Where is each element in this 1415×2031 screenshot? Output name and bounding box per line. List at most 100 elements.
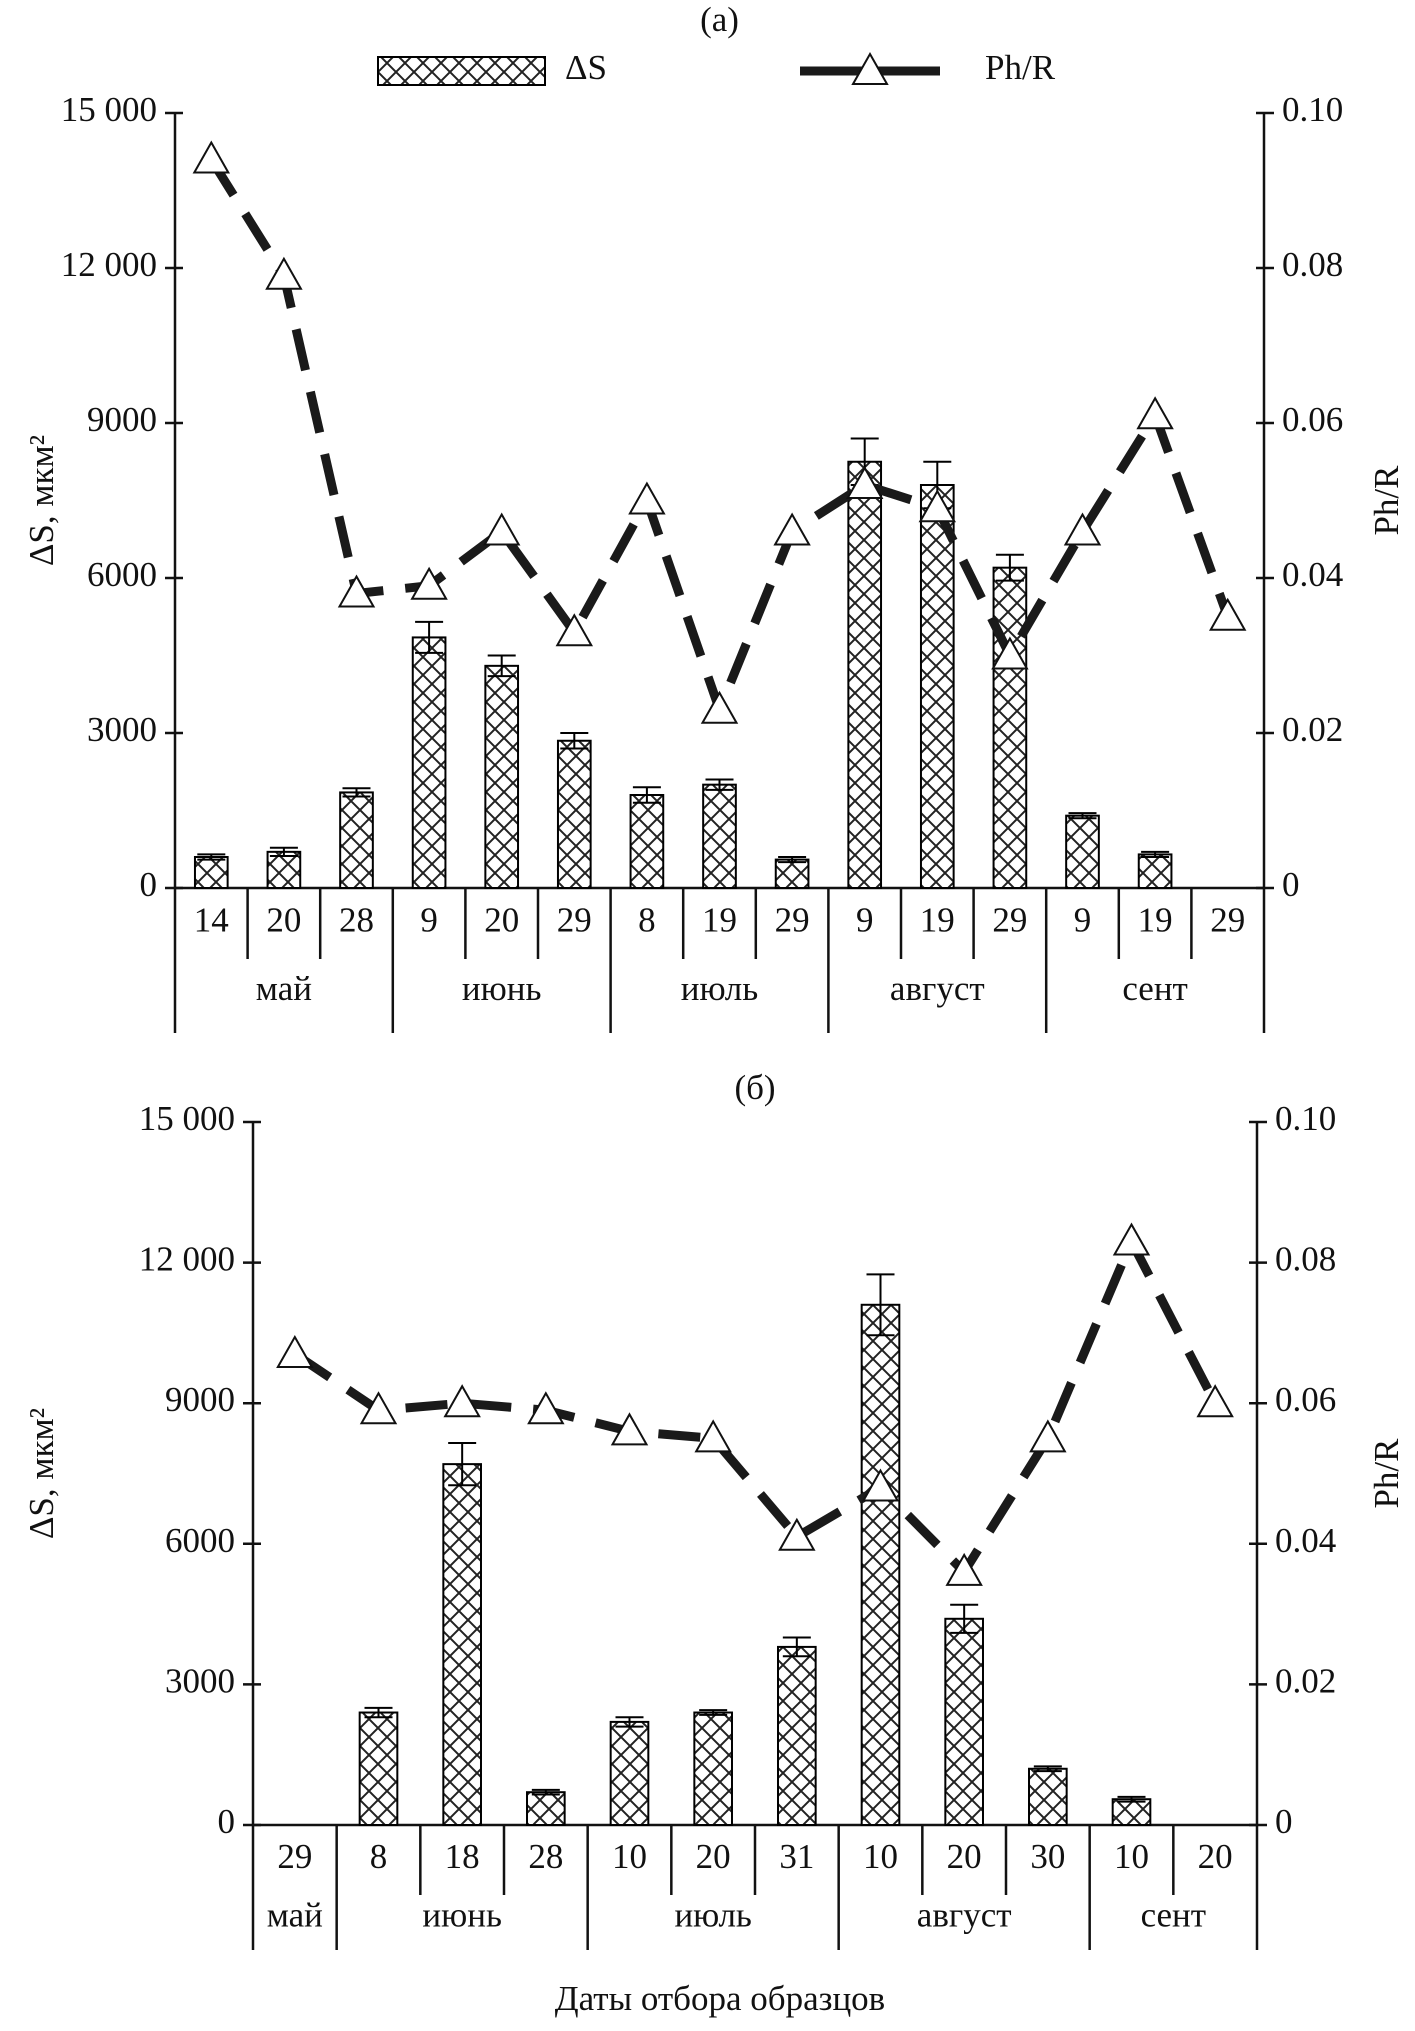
line [207,157,1232,723]
marker [337,574,376,608]
chart-title: (а) [700,0,739,39]
error-bar [487,654,516,678]
marker [861,1468,900,1502]
group-label: май [267,1896,323,1935]
y2-tick-label: 0.10 [1275,1099,1336,1138]
bar [774,858,810,889]
error-bar [1117,1795,1146,1803]
bar [1137,853,1173,890]
bar [266,850,302,889]
marker [555,613,594,647]
x-tick-label: 29 [775,901,810,940]
x-tick-label: 8 [638,901,656,940]
error-bar [705,778,734,791]
marker [778,1517,816,1551]
bar [484,664,520,889]
bar [847,460,883,889]
error-bar [531,1788,560,1796]
x-tick-label: 20 [696,1837,731,1876]
group-label: сент [1122,969,1188,1008]
error-bar [1141,850,1170,858]
x-tick-label: 29 [1210,901,1245,940]
x-tick-label: 9 [856,901,874,940]
error-bar [866,1273,895,1337]
legend-swatch [377,56,546,86]
x-tick-label: 9 [420,901,438,940]
error-bar [782,1636,811,1658]
bar [411,636,447,890]
bar [1028,1767,1068,1827]
y-tick-label: 15 000 [139,1099,235,1138]
y2-tick-label: 0 [1282,865,1300,904]
bar [992,566,1028,890]
x-tick-label: 29 [557,901,592,940]
x-tick-label: 31 [779,1837,814,1876]
group-label: июль [681,969,758,1008]
marker [610,1412,649,1446]
x-tick-label: 8 [370,1837,388,1876]
marker [845,465,884,499]
y-tick-label: 6000 [165,1521,235,1560]
x-tick-label: 20 [266,901,301,940]
group-label: июль [674,1896,751,1935]
y2-tick-label: 0.10 [1282,90,1343,129]
error-bar [364,1706,393,1719]
error-bar [415,620,444,654]
marker [527,1391,565,1425]
marker [1029,1419,1067,1453]
y2-axis-label: Ph/R [1367,1438,1406,1509]
x-tick-label: 30 [1030,1837,1065,1876]
x-tick-label: 10 [863,1837,898,1876]
legend-marker [851,51,889,85]
x-tick-label: 28 [339,901,374,940]
bar [944,1617,984,1826]
y2-tick-label: 0 [1275,1802,1293,1841]
error-bar [699,1709,728,1716]
legend-label: ΔS [565,48,607,87]
marker [482,512,521,546]
chart-title: (б) [734,1068,775,1107]
y2-tick-label: 0.04 [1282,555,1343,594]
error-bar [615,1716,644,1728]
group-label: сент [1141,1896,1207,1935]
error-bar [197,853,226,861]
y-tick-label: 3000 [165,1661,235,1700]
marker [991,636,1029,670]
bar [693,1711,733,1827]
y-tick-label: 12 000 [139,1240,235,1279]
bar [358,1711,399,1827]
error-bar [342,787,371,798]
marker [773,512,811,546]
y-tick-label: 9000 [87,400,157,439]
x-tick-label: 18 [445,1837,480,1876]
y-tick-label: 3000 [87,710,157,749]
y2-tick-label: 0.06 [1275,1380,1336,1419]
marker [192,140,231,174]
marker [276,1334,314,1368]
x-tick-label: 20 [1198,1837,1233,1876]
marker [265,256,303,290]
y2-axis-label: Ph/R [1367,465,1406,536]
y2-tick-label: 0.08 [1275,1240,1336,1279]
marker [410,566,448,600]
marker [945,1552,983,1586]
bar [556,739,592,889]
bar [860,1303,901,1826]
y2-tick-label: 0.06 [1282,400,1343,439]
x-tick-label: 10 [612,1837,647,1876]
y2-tick-label: 0.08 [1282,245,1343,284]
bar [777,1645,817,1826]
y-tick-label: 15 000 [61,90,157,129]
y-tick-label: 6000 [87,555,157,594]
x-tick-label: 14 [194,901,229,940]
legend-label: Ph/R [985,48,1056,87]
bar [193,856,229,889]
marker [1196,1384,1234,1418]
bar [1065,814,1100,890]
x-tick-label: 29 [992,901,1027,940]
x-tick-label: 20 [484,901,519,940]
error-bar [448,1442,477,1487]
y-tick-label: 0 [218,1802,236,1841]
bar [629,794,665,889]
